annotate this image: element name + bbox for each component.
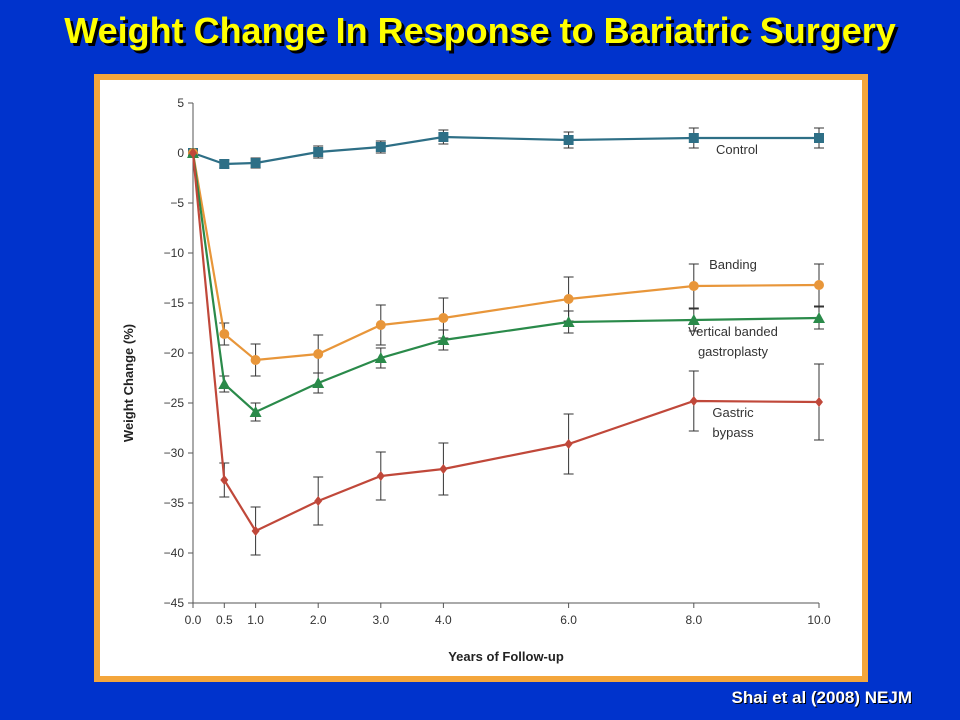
data-point — [219, 159, 230, 169]
chart-panel: 5 0 −5 −10 −15 −20 −25 −30 −35 −40 −45 0.0 0.5 1.0 2.0… — [100, 80, 862, 676]
series-label: Gastric — [712, 405, 754, 420]
data-point — [563, 135, 574, 145]
y-tick-label: −25 — [164, 396, 185, 410]
data-point — [220, 475, 229, 485]
y-tick-label: −5 — [170, 196, 184, 210]
data-point — [312, 377, 325, 388]
x-tick-label: 4.0 — [435, 613, 452, 627]
data-point — [688, 281, 699, 291]
data-point — [562, 316, 575, 327]
y-tick-label: 5 — [177, 96, 184, 110]
series-label: Vertical banded — [688, 324, 778, 339]
y-tick-label: −40 — [164, 546, 185, 560]
data-point — [249, 406, 262, 417]
x-tick-label: 2.0 — [310, 613, 327, 627]
x-tick-label: 10.0 — [807, 613, 831, 627]
data-point — [250, 355, 261, 365]
data-point — [563, 294, 574, 304]
data-point — [251, 526, 260, 536]
x-axis-title: Years of Follow-up — [448, 649, 564, 664]
data-point — [689, 396, 698, 406]
x-tick-label: 3.0 — [372, 613, 389, 627]
series-line — [191, 152, 820, 414]
data-point — [437, 334, 450, 345]
slide-title: Weight Change In Response to Bariatric S… — [64, 10, 896, 51]
data-point — [376, 471, 385, 481]
data-point — [250, 158, 261, 168]
y-tick-label: −10 — [164, 246, 185, 260]
series-label: Banding — [709, 257, 757, 272]
x-tick-label: 0.0 — [185, 613, 202, 627]
series-label: bypass — [712, 425, 754, 440]
series-label: gastroplasty — [698, 344, 769, 359]
x-tick-label: 0.5 — [216, 613, 233, 627]
y-tick-label: −20 — [164, 346, 185, 360]
data-point — [219, 329, 230, 339]
data-point — [439, 464, 448, 474]
data-point — [438, 132, 449, 142]
weight-change-chart: 5 0 −5 −10 −15 −20 −25 −30 −35 −40 −450.0 0.5 1.0 2.0… — [121, 96, 831, 664]
y-tick-label: −35 — [164, 496, 185, 510]
y-tick-label: −45 — [164, 596, 185, 610]
data-point — [313, 349, 324, 359]
data-point — [218, 378, 231, 389]
data-point — [375, 320, 386, 330]
y-tick-label: −30 — [164, 446, 185, 460]
data-point — [564, 439, 573, 449]
data-point — [815, 397, 823, 407]
data-point — [375, 142, 386, 152]
y-axis-title: Weight Change (%) — [121, 324, 136, 442]
x-tick-label: 8.0 — [685, 613, 702, 627]
data-point — [814, 133, 824, 143]
series-label: Control — [716, 142, 758, 157]
citation: Shai et al (2008) NEJM — [731, 688, 912, 707]
y-tick-label: −15 — [164, 296, 185, 310]
data-point — [314, 496, 323, 506]
y-tick-label: 0 — [177, 146, 184, 160]
series-line — [191, 152, 820, 533]
data-point — [813, 312, 825, 323]
x-tick-label: 6.0 — [560, 613, 577, 627]
data-point — [687, 314, 700, 325]
data-point — [688, 133, 699, 143]
x-tick-label: 1.0 — [247, 613, 264, 627]
data-point — [814, 280, 824, 290]
data-point — [189, 148, 197, 158]
data-point — [374, 352, 387, 363]
data-point — [438, 313, 449, 323]
chart-frame: 5 0 −5 −10 −15 −20 −25 −30 −35 −40 −45 0.0 0.5 1.0 2.0… — [94, 74, 868, 682]
data-point — [313, 147, 324, 157]
